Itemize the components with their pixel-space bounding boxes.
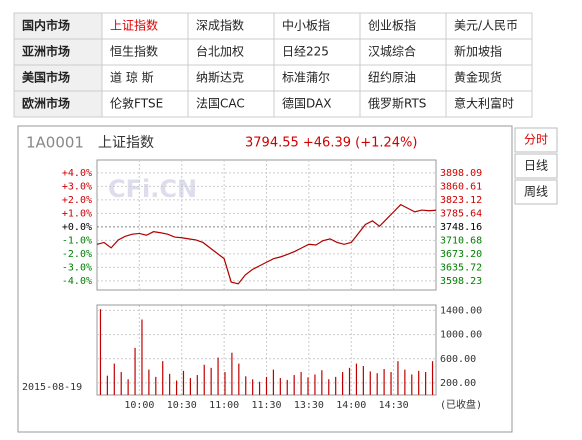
- percent-tick-label: -3.0%: [62, 262, 92, 273]
- market-cell: [445, 64, 533, 92]
- time-label: 11:30: [251, 400, 281, 411]
- tab-label[interactable]: 分时: [524, 133, 548, 147]
- tab-label[interactable]: 周线: [524, 185, 548, 199]
- market-link[interactable]: 法国CAC: [196, 97, 245, 111]
- time-label: 11:00: [209, 400, 239, 411]
- market-cell: [101, 90, 189, 118]
- quote: 3794.55 +46.39 (+1.24%): [245, 136, 417, 151]
- time-label: 13:30: [294, 400, 324, 411]
- region-label: 欧洲市场: [22, 96, 70, 111]
- time-label: 10:30: [167, 400, 197, 411]
- price-tick-label: 3860.61: [440, 181, 482, 192]
- market-link[interactable]: 伦敦FTSE: [110, 96, 163, 111]
- volume-tick-label: 600.00: [440, 354, 476, 365]
- market-link[interactable]: 纳斯达克: [196, 71, 244, 85]
- region-label: 亚洲市场: [22, 44, 70, 59]
- volume-tick-label: 1000.00: [440, 330, 482, 341]
- price-tick-label: 3673.20: [440, 249, 482, 260]
- market-link[interactable]: 恒生指数: [110, 44, 158, 59]
- price-tick-label: 3635.72: [440, 262, 482, 273]
- market-link[interactable]: 美元/人民币: [454, 19, 518, 33]
- date: 2015-08-19: [22, 382, 82, 393]
- percent-tick-label: +4.0%: [62, 168, 92, 179]
- market-link[interactable]: 日经225: [282, 45, 329, 59]
- volume-tick-label: 1400.00: [440, 305, 482, 316]
- market-link[interactable]: 中小板指: [282, 18, 330, 33]
- market-cell: [101, 64, 189, 92]
- market-link[interactable]: 道 琼 斯: [110, 70, 154, 85]
- market-link[interactable]: 汉城综合: [368, 44, 416, 59]
- region-cell: [13, 90, 103, 118]
- chart-frame: [17, 125, 513, 433]
- market-link[interactable]: 纽约原油: [368, 70, 416, 85]
- market-cell: [273, 38, 361, 66]
- watermark: CFi.CN: [108, 175, 197, 203]
- market-cell: [273, 64, 361, 92]
- market-cell: [445, 90, 533, 118]
- price-tick-label: 3710.68: [440, 235, 482, 246]
- market-link[interactable]: 上证指数: [110, 18, 158, 33]
- volume-tick-label: 200.00: [440, 378, 476, 389]
- tab[interactable]: [514, 179, 558, 205]
- market-link[interactable]: 德国DAX: [282, 96, 331, 111]
- price-tick-label: 3598.23: [440, 276, 482, 287]
- tab-label[interactable]: 日线: [524, 159, 548, 173]
- tab[interactable]: [514, 153, 558, 179]
- market-cell: [445, 38, 533, 66]
- index-title: 上证指数: [98, 135, 154, 151]
- market-link[interactable]: 新加坡指: [454, 44, 502, 59]
- region-label: 美国市场: [22, 70, 70, 85]
- market-cell: [445, 12, 533, 40]
- index-code: 1A0001: [26, 134, 84, 152]
- market-cell: [187, 90, 275, 118]
- market-link[interactable]: 俄罗斯RTS: [368, 97, 426, 111]
- price-tick-label: 3898.09: [440, 168, 482, 179]
- region-cell: [13, 12, 103, 40]
- percent-tick-label: -2.0%: [62, 249, 92, 260]
- market-link[interactable]: 创业板指: [368, 18, 416, 33]
- time-label: 14:00: [336, 400, 366, 411]
- market-cell: [273, 90, 361, 118]
- market-cell: [101, 12, 189, 40]
- market-cell: [359, 90, 447, 118]
- market-link[interactable]: 意大利富时: [454, 96, 514, 111]
- percent-tick-label: -4.0%: [62, 276, 92, 287]
- price-tick-label: 3823.12: [440, 195, 482, 206]
- market-link[interactable]: 黄金现货: [454, 70, 502, 85]
- market-link[interactable]: 标准蒲尔: [282, 70, 330, 85]
- percent-tick-label: -1.0%: [62, 235, 92, 246]
- time-label: 14:30: [379, 400, 409, 411]
- percent-tick-label: +3.0%: [62, 181, 92, 192]
- price-tick-label: 3785.64: [440, 208, 482, 219]
- market-link[interactable]: 深成指数: [196, 18, 244, 33]
- price-tick-label: 3748.16: [440, 222, 482, 233]
- region-label: 国内市场: [22, 18, 70, 33]
- price-line: [96, 203, 437, 285]
- percent-tick-label: +1.0%: [62, 208, 92, 219]
- market-cell: [101, 38, 189, 66]
- percent-tick-label: +0.0%: [62, 222, 92, 233]
- market-link[interactable]: 台北加权: [196, 44, 244, 59]
- tab[interactable]: [514, 127, 558, 153]
- percent-tick-label: +2.0%: [62, 195, 92, 206]
- time-label: 10:00: [124, 400, 154, 411]
- market-cell: [359, 64, 447, 92]
- status: (已收盘): [440, 398, 482, 411]
